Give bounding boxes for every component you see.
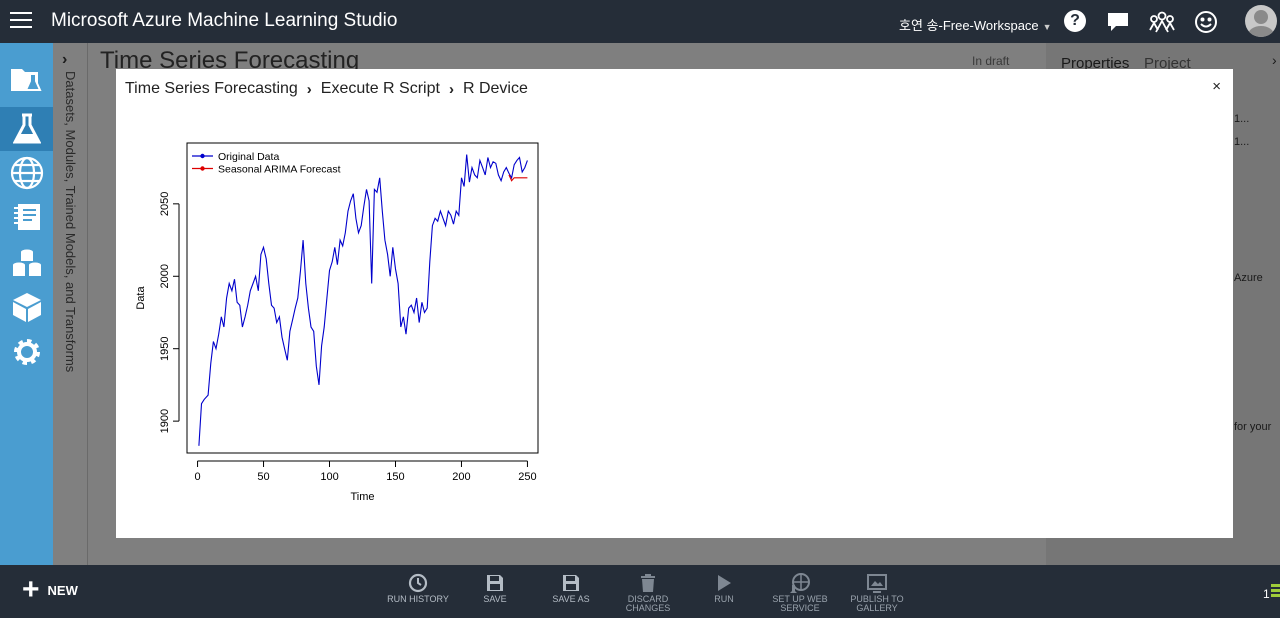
avatar[interactable] <box>1245 5 1277 37</box>
publish-label-line2: GALLERY <box>856 603 898 613</box>
web-service-label-line1: SET UP WEB <box>772 594 828 604</box>
notification-count[interactable]: 1 <box>1263 587 1270 601</box>
left-navigation-rail <box>0 43 53 565</box>
breadcrumb-experiment[interactable]: Time Series Forecasting <box>125 80 298 97</box>
new-label: NEW <box>47 582 78 598</box>
property-text: for your <box>1234 421 1272 433</box>
help-icon[interactable]: ? <box>1064 10 1086 32</box>
legend-marker <box>200 166 205 171</box>
trash-icon <box>641 574 655 592</box>
collapse-chevron-icon[interactable]: › <box>1272 52 1277 68</box>
x-tick-label: 100 <box>320 471 338 483</box>
history-icon <box>408 573 428 593</box>
save-as-label: SAVE AS <box>552 594 590 604</box>
y-tick-label: 1900 <box>159 409 171 433</box>
module-palette: › Datasets, Modules, Trained Models, and… <box>53 43 88 565</box>
chat-icon[interactable] <box>1107 12 1131 36</box>
plus-icon: + <box>22 573 40 606</box>
play-icon <box>718 575 731 591</box>
y-axis-label: Data <box>135 286 147 310</box>
command-bar: + NEW RUN HISTORY SAVE SAVE AS DISCARD C… <box>0 565 1280 618</box>
draft-status: In draft <box>972 54 1010 68</box>
chevron-down-icon: ▼ <box>1042 22 1052 32</box>
save-icon <box>487 575 503 591</box>
r-device-dialog: Time Series Forecasting › Execute R Scri… <box>116 69 1233 538</box>
datasets-icon[interactable] <box>0 241 53 285</box>
legend-label: Seasonal ARIMA Forecast <box>218 164 341 176</box>
run-history-button[interactable]: RUN HISTORY <box>380 573 456 604</box>
x-tick-label: 250 <box>518 471 536 483</box>
property-text: Azure <box>1234 272 1263 284</box>
chevron-right-icon: › <box>306 80 312 98</box>
save-as-button[interactable]: SAVE AS <box>533 573 609 604</box>
legend-marker <box>200 153 205 159</box>
notebooks-icon[interactable] <box>0 195 53 239</box>
discard-label-line1: DISCARD <box>627 594 669 604</box>
web-service-label-line2: SERVICE <box>780 603 820 613</box>
x-axis-label: Time <box>350 491 374 503</box>
run-button[interactable]: RUN <box>686 573 762 604</box>
y-tick-label: 2050 <box>159 192 171 216</box>
experiments-icon[interactable] <box>0 107 53 151</box>
property-value: 1... <box>1234 113 1250 125</box>
run-label: RUN <box>714 594 734 604</box>
breadcrumb-module[interactable]: Execute R Script <box>320 80 440 97</box>
smile-icon[interactable] <box>1194 10 1218 34</box>
y-tick-label: 2000 <box>159 264 171 288</box>
web-service-icon <box>790 573 810 593</box>
plot-frame <box>186 142 539 454</box>
tab-properties[interactable]: Properties <box>1061 55 1130 72</box>
settings-icon[interactable] <box>0 330 53 374</box>
discard-label-line2: CHANGES <box>625 603 671 613</box>
x-tick-label: 0 <box>194 471 200 483</box>
web-services-icon[interactable] <box>0 151 53 195</box>
workspace-selector[interactable]: 호연 송-Free-Workspace ▼ <box>899 15 1052 34</box>
breadcrumb-output: R Device <box>462 80 528 97</box>
palette-label[interactable]: Datasets, Modules, Trained Models, and T… <box>63 71 78 373</box>
save-label: SAVE <box>483 594 507 604</box>
x-tick-label: 150 <box>386 471 404 483</box>
new-button[interactable]: + NEW <box>22 573 78 606</box>
save-button[interactable]: SAVE <box>457 573 533 604</box>
publish-label-line1: PUBLISH TO <box>850 594 904 604</box>
expand-chevron-icon[interactable]: › <box>62 51 68 68</box>
close-icon[interactable]: × <box>1212 78 1221 95</box>
discard-changes-button[interactable]: DISCARD CHANGES <box>610 573 686 613</box>
projects-icon[interactable] <box>0 57 53 101</box>
gallery-icon <box>867 574 887 593</box>
run-history-label: RUN HISTORY <box>387 594 449 604</box>
status-bars-icon[interactable] <box>1271 584 1280 599</box>
people-icon[interactable] <box>1149 10 1175 34</box>
x-tick-label: 200 <box>452 471 470 483</box>
top-bar: Microsoft Azure Machine Learning Studio … <box>0 0 1280 43</box>
time-series-chart: 0 50 100 150 200 250 1900 1950 2000 2050 Original… <box>135 142 539 503</box>
tab-project[interactable]: Project <box>1144 55 1191 72</box>
hamburger-menu-icon[interactable] <box>10 12 32 30</box>
trained-models-icon[interactable] <box>0 285 53 329</box>
forecast-line <box>508 174 528 182</box>
app-title: Microsoft Azure Machine Learning Studio <box>51 10 398 31</box>
property-value: 1... <box>1234 136 1250 148</box>
save-as-icon <box>563 575 579 591</box>
chevron-right-icon: › <box>448 80 454 98</box>
y-tick-label: 1950 <box>159 336 171 360</box>
set-up-web-service-button[interactable]: SET UP WEB SERVICE <box>762 573 838 613</box>
breadcrumb: Time Series Forecasting › Execute R Scri… <box>125 80 528 98</box>
legend-label: Original Data <box>218 151 279 163</box>
workspace-name: 호연 송-Free-Workspace <box>899 18 1039 33</box>
original-data-line <box>198 154 528 446</box>
publish-to-gallery-button[interactable]: PUBLISH TO GALLERY <box>839 573 915 613</box>
x-tick-label: 50 <box>257 471 269 483</box>
